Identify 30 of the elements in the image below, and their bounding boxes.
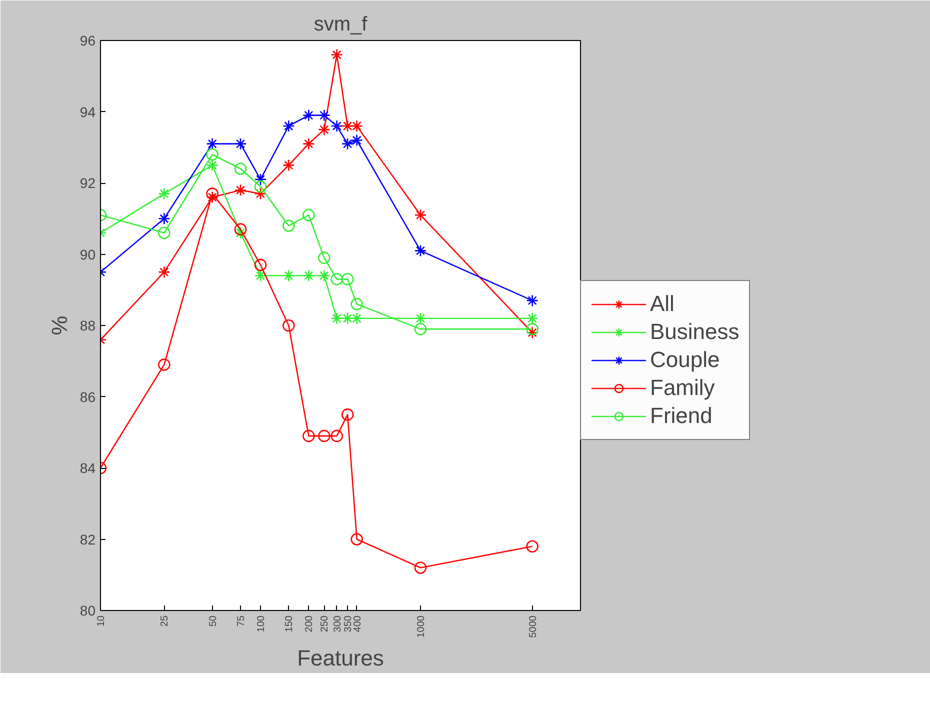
- y-tick-label: 80: [80, 602, 96, 618]
- x-tick-label: 200: [304, 615, 316, 632]
- x-tick-label: 75: [236, 615, 248, 627]
- x-tick-label: 350: [343, 615, 354, 632]
- legend-label: Couple: [650, 347, 720, 373]
- y-tick-label: 82: [80, 531, 96, 548]
- legend-label: Friend: [650, 403, 712, 429]
- chart-title: svm_f: [314, 14, 368, 36]
- y-tick-label: 84: [80, 460, 96, 476]
- x-tick-label: 10: [96, 615, 107, 627]
- legend-label: Business: [650, 319, 740, 345]
- y-tick-label: 86: [80, 388, 96, 405]
- x-axis-title: Features: [297, 646, 384, 671]
- x-tick-label: 100: [256, 615, 267, 632]
- x-tick-label: 300: [332, 615, 344, 632]
- y-tick-label: 88: [80, 318, 96, 334]
- legend-label: All: [650, 291, 674, 317]
- y-axis-title: %: [46, 316, 72, 336]
- x-tick-label: 5000: [528, 615, 539, 638]
- legend-label: Family: [650, 375, 715, 401]
- x-tick-label: 25: [160, 615, 171, 627]
- x-tick-label: 50: [208, 615, 219, 627]
- y-tick-label: 96: [80, 32, 96, 48]
- y-tick-label: 92: [80, 175, 96, 191]
- x-tick-label: 400: [352, 615, 364, 632]
- x-tick-label: 250: [320, 615, 331, 632]
- x-tick-label: 1000: [416, 615, 427, 638]
- x-tick-label: 150: [284, 615, 296, 632]
- y-tick-label: 94: [80, 104, 96, 120]
- y-tick-label: 90: [80, 246, 96, 262]
